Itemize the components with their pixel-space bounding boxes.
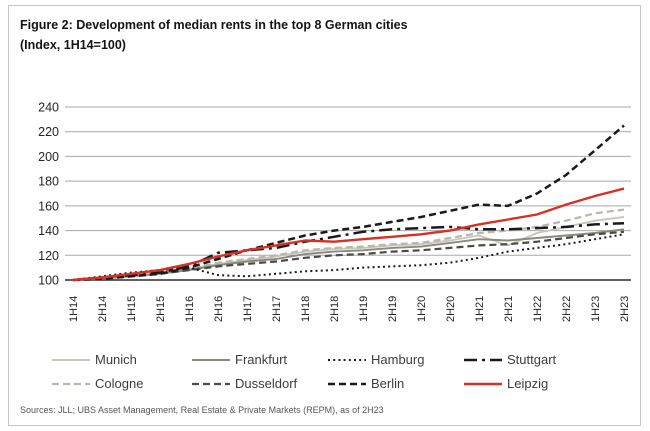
- svg-text:180: 180: [38, 175, 59, 189]
- legend-item-berlin: Berlin: [327, 376, 463, 391]
- svg-text:1H15: 1H15: [126, 296, 138, 322]
- legend-item-dusseldorf: Dusseldorf: [191, 376, 327, 391]
- legend-line-swatch-dotted: [328, 358, 366, 361]
- svg-text:1H17: 1H17: [242, 296, 254, 322]
- rent-index-chart: 100 120 140 160 180 200 220 240 1H14 2H14 1H15 2H15…: [38, 101, 631, 322]
- legend-item-hamburg: Hamburg: [327, 352, 463, 367]
- svg-text:160: 160: [38, 199, 59, 213]
- legend-item-cologne: Cologne: [51, 376, 191, 391]
- legend-label: Dusseldorf: [235, 376, 298, 391]
- source-note: Sources: JLL; UBS Asset Management, Real…: [20, 405, 384, 415]
- legend-item-munich: Munich: [51, 352, 191, 367]
- svg-text:1H14: 1H14: [68, 296, 80, 322]
- svg-text:2H15: 2H15: [155, 296, 167, 322]
- figure-title-line1: Figure 2: Development of median rents in…: [20, 18, 408, 32]
- legend-line-swatch-solid: [464, 382, 502, 385]
- svg-text:240: 240: [38, 101, 59, 115]
- legend-label: Munich: [95, 352, 137, 367]
- legend: Munich Frankfurt Hamburg Stuttgart Cologne Du…: [51, 352, 613, 391]
- legend-item-leipzig: Leipzig: [463, 376, 613, 391]
- figure-title: Figure 2: Development of median rents in…: [20, 15, 408, 55]
- legend-label: Stuttgart: [507, 352, 557, 367]
- svg-text:2H18: 2H18: [329, 296, 341, 322]
- legend-label: Cologne: [95, 376, 144, 391]
- legend-line-swatch-dashed: [328, 382, 366, 385]
- svg-text:1H16: 1H16: [184, 296, 196, 322]
- svg-text:100: 100: [38, 274, 59, 288]
- legend-label: Hamburg: [371, 352, 425, 367]
- svg-text:220: 220: [38, 125, 59, 139]
- svg-text:1H22: 1H22: [532, 296, 544, 322]
- svg-text:2H22: 2H22: [561, 296, 573, 322]
- svg-text:2H17: 2H17: [271, 296, 283, 322]
- svg-text:2H20: 2H20: [445, 296, 457, 322]
- svg-text:1H21: 1H21: [474, 296, 486, 322]
- svg-text:2H14: 2H14: [97, 296, 109, 322]
- legend-line-swatch-dashed: [52, 382, 90, 385]
- svg-text:140: 140: [38, 224, 59, 238]
- svg-text:1H19: 1H19: [358, 296, 370, 322]
- svg-text:1H20: 1H20: [416, 296, 428, 322]
- legend-item-stuttgart: Stuttgart: [463, 352, 613, 367]
- legend-line-swatch-dashed: [192, 382, 230, 385]
- legend-label: Leipzig: [507, 376, 549, 391]
- svg-text:1H18: 1H18: [300, 296, 312, 322]
- figure-title-line2: (Index, 1H14=100): [20, 38, 126, 52]
- chart-area: 100 120 140 160 180 200 220 240 1H14 2H14 1H15 2H15…: [21, 92, 637, 332]
- legend-label: Frankfurt: [235, 352, 288, 367]
- svg-text:2H19: 2H19: [387, 296, 399, 322]
- figure-container: Figure 2: Development of median rents in…: [8, 5, 641, 426]
- legend-label: Berlin: [371, 376, 405, 391]
- svg-text:1H23: 1H23: [590, 296, 602, 322]
- svg-text:2H23: 2H23: [619, 296, 631, 322]
- svg-text:2H16: 2H16: [213, 296, 225, 322]
- svg-text:2H21: 2H21: [503, 296, 515, 322]
- legend-line-swatch-dash-dot: [464, 358, 502, 361]
- svg-text:200: 200: [38, 150, 59, 164]
- svg-text:120: 120: [38, 249, 59, 263]
- legend-item-frankfurt: Frankfurt: [191, 352, 327, 367]
- legend-line-swatch-solid: [52, 358, 90, 361]
- legend-line-swatch-solid: [192, 358, 230, 361]
